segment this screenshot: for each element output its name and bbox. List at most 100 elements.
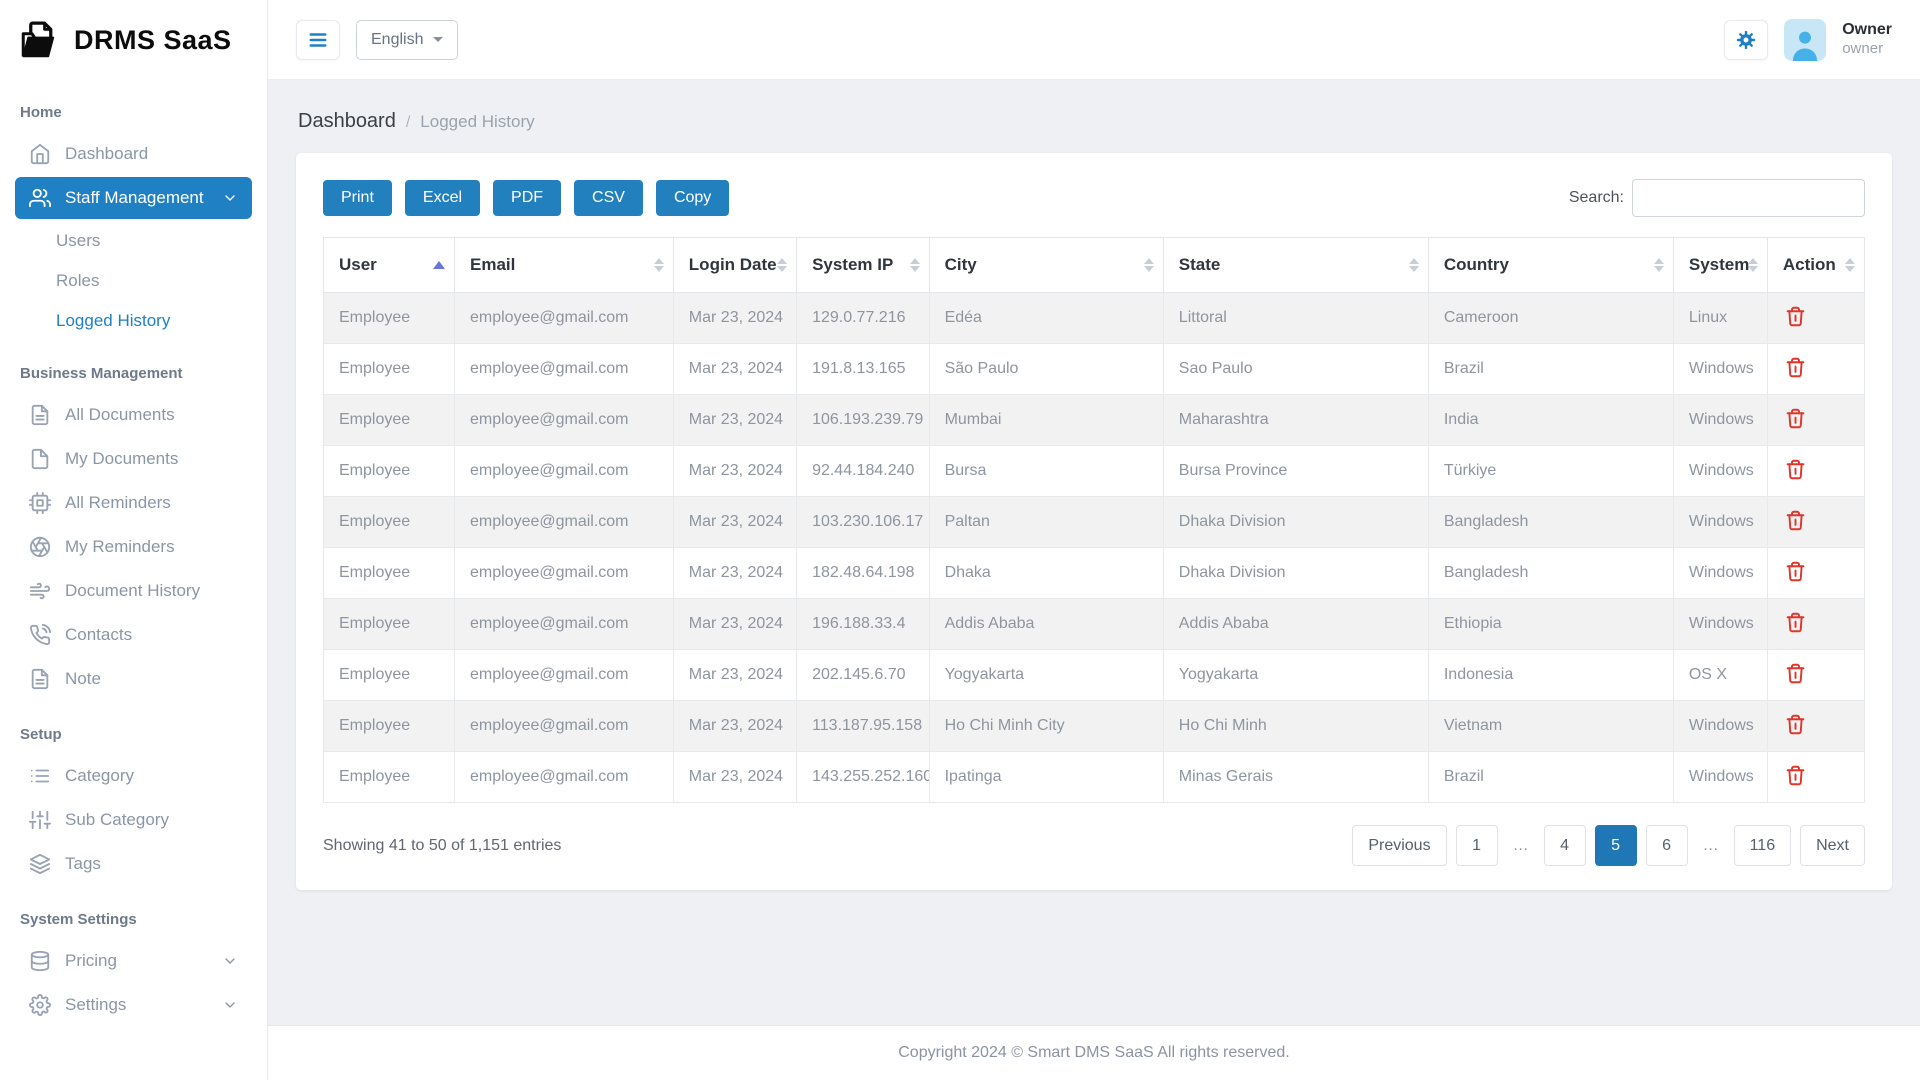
page-button-1[interactable]: 1: [1455, 825, 1498, 866]
delete-button[interactable]: [1783, 763, 1808, 791]
sidebar-item-staff-management[interactable]: Staff Management: [15, 177, 252, 219]
delete-button[interactable]: [1783, 508, 1808, 536]
table-footer: Showing 41 to 50 of 1,151 entries Previo…: [323, 825, 1865, 866]
logged-history-card: Print Excel PDF CSV Copy Search: User Ema…: [296, 153, 1892, 890]
page-button-5[interactable]: 5: [1594, 825, 1637, 866]
table-row: Employee employee@gmail.com Mar 23, 2024 19…: [323, 343, 1866, 395]
cell-user: Employee: [323, 598, 455, 650]
sidebar-item-note[interactable]: Note: [15, 658, 252, 700]
sidebar-item-label: Staff Management: [65, 188, 204, 207]
delete-button[interactable]: [1783, 661, 1808, 689]
cell-state: Ho Chi Minh: [1162, 700, 1429, 752]
sidebar-item-tags[interactable]: Tags: [15, 843, 252, 885]
column-label: System: [1688, 255, 1750, 274]
trash-icon: [1785, 459, 1806, 483]
sort-icon: [777, 258, 788, 272]
cell-city: Yogyakarta: [928, 649, 1164, 701]
sidebar-item-dashboard[interactable]: Dashboard: [15, 133, 252, 175]
next-button[interactable]: Next: [1800, 825, 1865, 866]
cell-state: Bursa Province: [1162, 445, 1429, 497]
cell-login-date: Mar 23, 2024: [672, 394, 798, 446]
topbar-left: English: [296, 19, 459, 60]
column-header-login-date[interactable]: Login Date: [672, 237, 798, 293]
sidebar-item-label: Pricing: [65, 951, 117, 970]
sidebar-item-all-documents[interactable]: All Documents: [15, 394, 252, 436]
delete-button[interactable]: [1783, 559, 1808, 587]
sidebar-item-sub-category[interactable]: Sub Category: [15, 799, 252, 841]
cell-state: Minas Gerais: [1162, 751, 1429, 803]
topbar: English: [268, 0, 1920, 80]
delete-button[interactable]: [1783, 406, 1808, 434]
sidebar-item-contacts[interactable]: Contacts: [15, 614, 252, 656]
file-icon: [29, 448, 51, 470]
delete-button[interactable]: [1783, 712, 1808, 740]
column-header-action[interactable]: Action: [1766, 237, 1866, 293]
avatar[interactable]: [1784, 18, 1827, 61]
sidebar-subitem-roles[interactable]: Roles: [56, 271, 100, 290]
sidebar-subitem-users[interactable]: Users: [56, 231, 101, 250]
home-icon: [29, 143, 51, 165]
cell-email: employee@gmail.com: [453, 649, 674, 701]
cell-email: employee@gmail.com: [453, 394, 674, 446]
brand-logo[interactable]: DRMS SaaS: [0, 0, 267, 80]
entries-info: Showing 41 to 50 of 1,151 entries: [323, 836, 562, 854]
pdf-button[interactable]: PDF: [493, 180, 562, 216]
cell-system: Windows: [1672, 598, 1768, 650]
page-button-6[interactable]: 6: [1645, 825, 1688, 866]
page-footer: Copyright 2024 © Smart DMS SaaS All righ…: [268, 1025, 1920, 1080]
csv-button[interactable]: CSV: [574, 180, 643, 216]
sidebar-item-label: Dashboard: [65, 144, 149, 163]
search-input[interactable]: [1632, 179, 1865, 217]
cell-action: [1766, 547, 1866, 599]
delete-button[interactable]: [1783, 355, 1808, 383]
cell-city: Dhaka: [928, 547, 1164, 599]
cell-country: Bangladesh: [1427, 547, 1674, 599]
breadcrumb-current: Logged History: [420, 112, 535, 131]
cell-system-ip: 143.255.252.160: [796, 751, 930, 803]
cell-system-ip: 191.8.13.165: [796, 343, 930, 395]
sidebar-item-my-reminders[interactable]: My Reminders: [15, 526, 252, 568]
cpu-icon: [29, 492, 51, 514]
page-button-116[interactable]: 116: [1733, 825, 1792, 866]
chevron-down-icon: [222, 953, 238, 969]
language-selector[interactable]: English: [356, 19, 459, 60]
excel-button[interactable]: Excel: [404, 180, 481, 216]
cell-country: Vietnam: [1427, 700, 1674, 752]
print-button[interactable]: Print: [323, 180, 392, 216]
column-header-state[interactable]: State: [1162, 237, 1429, 293]
sidebar-item-document-history[interactable]: Document History: [15, 570, 252, 612]
sort-icon: [1845, 258, 1855, 272]
sidebar-subitem-logged-history[interactable]: Logged History: [56, 311, 171, 330]
column-header-system[interactable]: System: [1672, 237, 1768, 293]
column-header-email[interactable]: Email: [453, 237, 674, 293]
delete-button[interactable]: [1783, 457, 1808, 485]
sidebar-item-all-reminders[interactable]: All Reminders: [15, 482, 252, 524]
column-header-user[interactable]: User: [323, 237, 455, 293]
delete-button[interactable]: [1783, 610, 1808, 638]
sidebar: DRMS SaaS Home Dashboard Staff Management U…: [0, 0, 268, 1080]
cell-login-date: Mar 23, 2024: [672, 343, 798, 395]
settings-button[interactable]: [1724, 19, 1769, 60]
sidebar-item-my-documents[interactable]: My Documents: [15, 438, 252, 480]
delete-button[interactable]: [1783, 304, 1808, 332]
column-header-system-ip[interactable]: System IP: [796, 237, 930, 293]
column-header-city[interactable]: City: [928, 237, 1164, 293]
cell-system-ip: 113.187.95.158: [796, 700, 930, 752]
sidebar-item-settings[interactable]: Settings: [15, 984, 252, 1026]
cell-system: Windows: [1672, 751, 1768, 803]
table-row: Employee employee@gmail.com Mar 23, 2024 14…: [323, 751, 1866, 803]
cell-system: Windows: [1672, 496, 1768, 548]
copy-button[interactable]: Copy: [655, 180, 730, 216]
sidebar-item-label: All Documents: [65, 405, 175, 424]
page-button-4[interactable]: 4: [1543, 825, 1586, 866]
cell-action: [1766, 751, 1866, 803]
menu-toggle-button[interactable]: [296, 19, 340, 60]
sidebar-item-pricing[interactable]: Pricing: [15, 940, 252, 982]
cell-login-date: Mar 23, 2024: [672, 547, 798, 599]
cell-city: São Paulo: [928, 343, 1164, 395]
breadcrumb-parent[interactable]: Dashboard: [298, 110, 396, 132]
sidebar-item-category[interactable]: Category: [15, 755, 252, 797]
previous-button[interactable]: Previous: [1352, 825, 1447, 866]
table-row: Employee employee@gmail.com Mar 23, 2024 18…: [323, 547, 1866, 599]
column-header-country[interactable]: Country: [1427, 237, 1674, 293]
